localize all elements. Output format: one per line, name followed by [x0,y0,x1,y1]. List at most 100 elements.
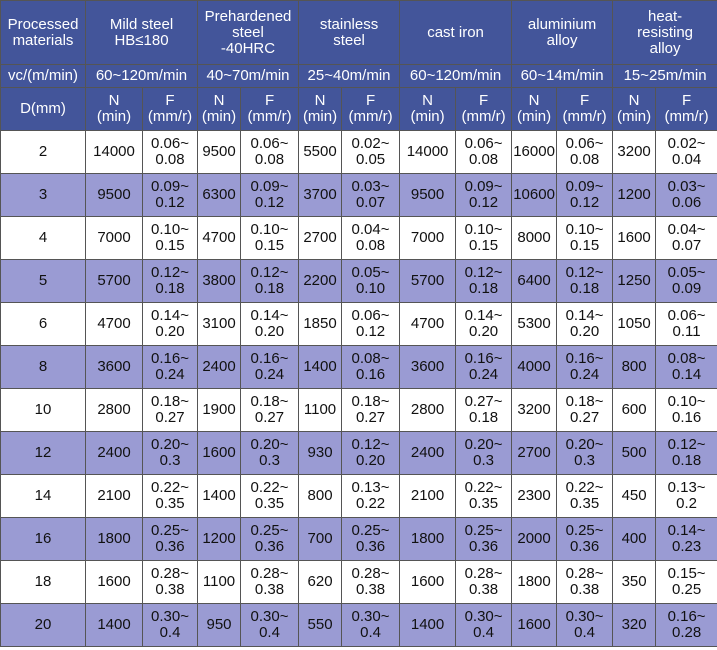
cell-line: 0.05~ [351,264,390,281]
diameter-cell: 16 [0,517,86,561]
cell-line: 0.36 [569,538,600,555]
diameter-cell: 2 [0,130,86,174]
speed-cell: 4700 [85,302,143,346]
cell-line: 0.24 [254,366,285,383]
data-row: 8 3600 0.16~ 0.24 2400 0.16~ 0.24 1400 0.08~ 0.16… [0,345,717,389]
cell-line: cast iron [427,23,484,41]
feed-cell: 0.04~ 0.08 [341,216,401,260]
cell-line: 0.08 [569,151,600,168]
cell-line: 0.3 [259,452,280,469]
cell-line: 0.08 [254,151,285,168]
data-row: 20 1400 0.30~ 0.4 950 0.30~ 0.4 550 0.30~ 0.4 1400… [0,603,717,647]
cell-line: 0.27 [569,409,600,426]
cell-line: (mm/r) [562,108,607,125]
cell-line: 0.08 [155,151,185,168]
speed-cell: 1100 [197,560,242,604]
cell-line: 0.22~ [151,479,189,496]
cell-line: 0.18 [569,280,600,297]
diameter-cell: 18 [0,560,86,604]
feed-cell: 0.27~ 0.18 [455,388,513,432]
data-row: 2 14000 0.06~ 0.08 9500 0.06~ 0.08 5500 0.02~ 0.0… [0,130,717,174]
cell-line: 0.27~ [464,393,503,410]
feed-cell: 0.25~ 0.36 [141,517,199,561]
feed-cell: 0.10~ 0.15 [141,216,199,260]
speed-cell: 1400 [399,603,457,647]
cell-line: 0.38 [468,581,499,598]
cell-line: 0.16~ [565,350,604,367]
feed-cell: 0.28~ 0.38 [556,560,614,604]
cell-line: steel [232,23,264,41]
cell-line: 0.06~ [151,135,189,152]
speed-cell: 1600 [399,560,457,604]
cell-line: 0.08~ [667,350,706,367]
cell-line: 0.18~ [565,393,604,410]
cell-line: 0.04~ [667,221,706,238]
cell-line: 0.15 [569,237,600,254]
speed-cell: 1800 [399,517,457,561]
cell-line: alloy [649,39,681,57]
speed-cell: 800 [612,345,657,389]
cell-line: 0.18~ [250,393,289,410]
cell-line: 0.12~ [565,264,604,281]
cell-line: 0.28~ [250,565,289,582]
speed-cell: 1900 [197,388,242,432]
cell-line: 0.25~ [565,522,604,539]
speed-cell: 1600 [197,431,242,475]
cell-line: (mm/r) [348,108,393,125]
feed-cell: 0.28~ 0.38 [455,560,513,604]
cell-line: N [528,92,540,109]
cell-line: (min) [201,108,237,125]
feed-cell: 0.09~ 0.12 [141,173,199,217]
f-header: F (mm/r) [556,87,614,131]
cell-line: 0.36 [355,538,386,555]
speed-cell: 1400 [298,345,343,389]
cell-line: 0.16~ [464,350,503,367]
feed-cell: 0.16~ 0.24 [556,345,614,389]
speed-cell: 2800 [85,388,143,432]
cell-line: 0.12 [355,323,386,340]
cell-line: 0.18 [468,280,499,297]
speed-cell: 3800 [197,259,242,303]
cell-line: 0.4 [574,624,595,641]
feed-cell: 0.18~ 0.27 [556,388,614,432]
feed-cell: 0.06~ 0.08 [240,130,300,174]
speed-cell: 550 [298,603,343,647]
f-header: F (mm/r) [240,87,300,131]
cell-line: Prehardened [204,7,292,25]
cell-line: 0.13~ [667,479,706,496]
cell-line: 0.3 [574,452,595,469]
cell-line: (mm/r) [147,108,193,125]
feed-cell: 0.25~ 0.36 [556,517,614,561]
diameter-cell: 14 [0,474,86,518]
data-row: 16 1800 0.25~ 0.36 1200 0.25~ 0.36 700 0.25~ 0.36… [0,517,717,561]
speed-cell: 3600 [399,345,457,389]
cell-line: 0.25~ [151,522,189,539]
feed-cell: 0.14~ 0.20 [141,302,199,346]
cell-line: 0.22~ [565,479,604,496]
diameter-cell: 5 [0,259,86,303]
feed-cell: 0.30~ 0.4 [455,603,513,647]
cell-line: 0.04~ [351,221,390,238]
speed-cell: 16000 [511,130,558,174]
speed-cell: 320 [612,603,657,647]
feed-cell: 0.18~ 0.27 [141,388,199,432]
cell-line: 0.16~ [151,350,189,367]
feed-cell: 0.04~ 0.07 [655,216,717,260]
data-row: 12 2400 0.20~ 0.3 1600 0.20~ 0.3 930 0.12~ 0.20 24… [0,431,717,475]
cell-line: 0.14~ [667,522,706,539]
speed-cell: 3100 [197,302,242,346]
cell-line: 0.18 [254,280,285,297]
cell-line: 0.27 [155,409,185,426]
cell-line: 0.36 [254,538,285,555]
cell-line: 0.05 [355,151,386,168]
cell-line: 0.10~ [151,221,189,238]
speed-cell: 700 [298,517,343,561]
cell-line: N [213,92,225,109]
cell-line: 0.09~ [151,178,189,195]
feed-cell: 0.09~ 0.12 [455,173,513,217]
speed-cell: 1050 [612,302,657,346]
feed-cell: 0.12~ 0.18 [556,259,614,303]
cell-line: 0.35 [468,495,499,512]
cell-line: 0.30~ [351,608,390,625]
cell-line: (min) [410,108,445,125]
